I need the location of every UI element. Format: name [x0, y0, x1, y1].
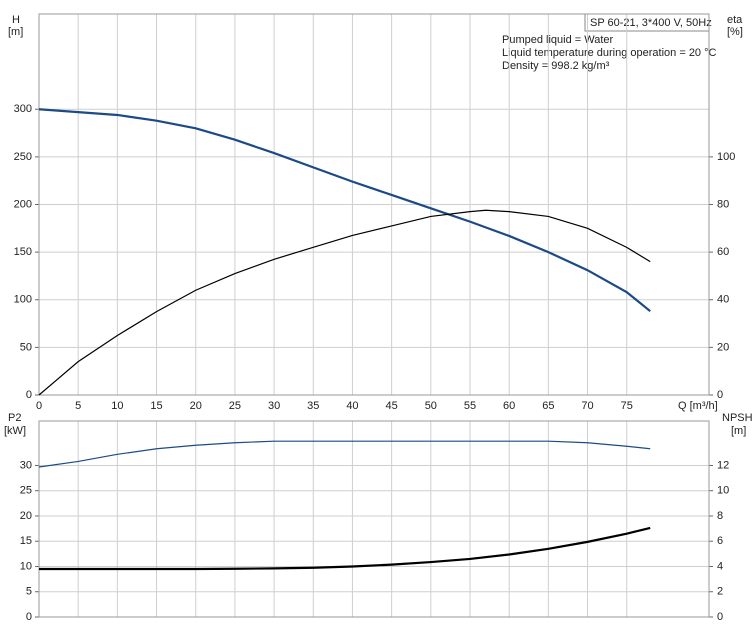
x-tick-label: 55 [464, 400, 476, 412]
y2-tick-label: 60 [717, 246, 729, 258]
y-tick-label: 250 [14, 151, 32, 163]
x-axis-label: Q [m³/h] [678, 400, 718, 412]
y-tick-label: 150 [14, 246, 32, 258]
y-tick-label: 30 [20, 459, 32, 471]
x-tick-label: 0 [36, 400, 42, 412]
annotation: Liquid temperature during operation = 20… [502, 47, 717, 59]
x-tick-label: 60 [503, 400, 515, 412]
x-tick-label: 35 [307, 400, 319, 412]
plot-frame [38, 420, 710, 618]
x-tick-label: 50 [425, 400, 437, 412]
plot-frame [38, 13, 710, 396]
y-tick-label: 20 [20, 510, 32, 522]
x-tick-label: 65 [542, 400, 554, 412]
y-tick-label: 50 [20, 341, 32, 353]
y2-axis-label: eta [727, 14, 743, 26]
x-tick-label: 10 [111, 400, 123, 412]
y-tick-label: 5 [26, 586, 32, 598]
y2-axis-label: NPSH [722, 412, 753, 424]
y-tick-label: 0 [26, 611, 32, 623]
y2-axis-label: [m] [731, 425, 746, 437]
x-tick-label: 15 [150, 400, 162, 412]
y2-tick-label: 0 [717, 611, 723, 623]
series-line [38, 108, 651, 313]
y-tick-label: 300 [14, 103, 32, 115]
y2-tick-label: 12 [717, 459, 729, 471]
y2-tick-label: 4 [717, 560, 723, 572]
y-axis-label: [kW] [4, 425, 26, 437]
x-tick-label: 40 [346, 400, 358, 412]
y-tick-label: 15 [20, 535, 32, 547]
x-tick-label: 25 [229, 400, 241, 412]
x-tick-label: 20 [190, 400, 202, 412]
x-tick-label: 5 [75, 400, 81, 412]
x-tick-label: 30 [268, 400, 280, 412]
chart-title: SP 60-21, 3*400 V, 50Hz [590, 17, 712, 29]
y-tick-label: 100 [14, 294, 32, 306]
y2-tick-label: 100 [717, 151, 735, 163]
x-tick-label: 45 [386, 400, 398, 412]
x-tick-label: 75 [621, 400, 633, 412]
y2-tick-label: 8 [717, 510, 723, 522]
y2-tick-label: 40 [717, 294, 729, 306]
series-line [38, 440, 651, 468]
y-tick-label: 10 [20, 560, 32, 572]
series-line [38, 209, 651, 396]
annotation: Density = 998.2 kg/m³ [502, 60, 610, 72]
y-axis-label: [m] [8, 26, 23, 38]
y-tick-label: 25 [20, 485, 32, 497]
y2-tick-label: 80 [717, 198, 729, 210]
y-tick-label: 0 [26, 389, 32, 401]
y-axis-label: H [12, 14, 20, 26]
annotation: Pumped liquid = Water [502, 34, 614, 46]
y2-tick-label: 0 [717, 389, 723, 401]
x-tick-label: 70 [581, 400, 593, 412]
y-tick-label: 200 [14, 198, 32, 210]
y2-tick-label: 20 [717, 341, 729, 353]
y2-axis-label: [%] [727, 26, 743, 38]
y2-tick-label: 6 [717, 535, 723, 547]
y-axis-label: P2 [8, 412, 21, 424]
series-line [39, 526, 651, 571]
y2-tick-label: 2 [717, 586, 723, 598]
y2-tick-label: 10 [717, 485, 729, 497]
